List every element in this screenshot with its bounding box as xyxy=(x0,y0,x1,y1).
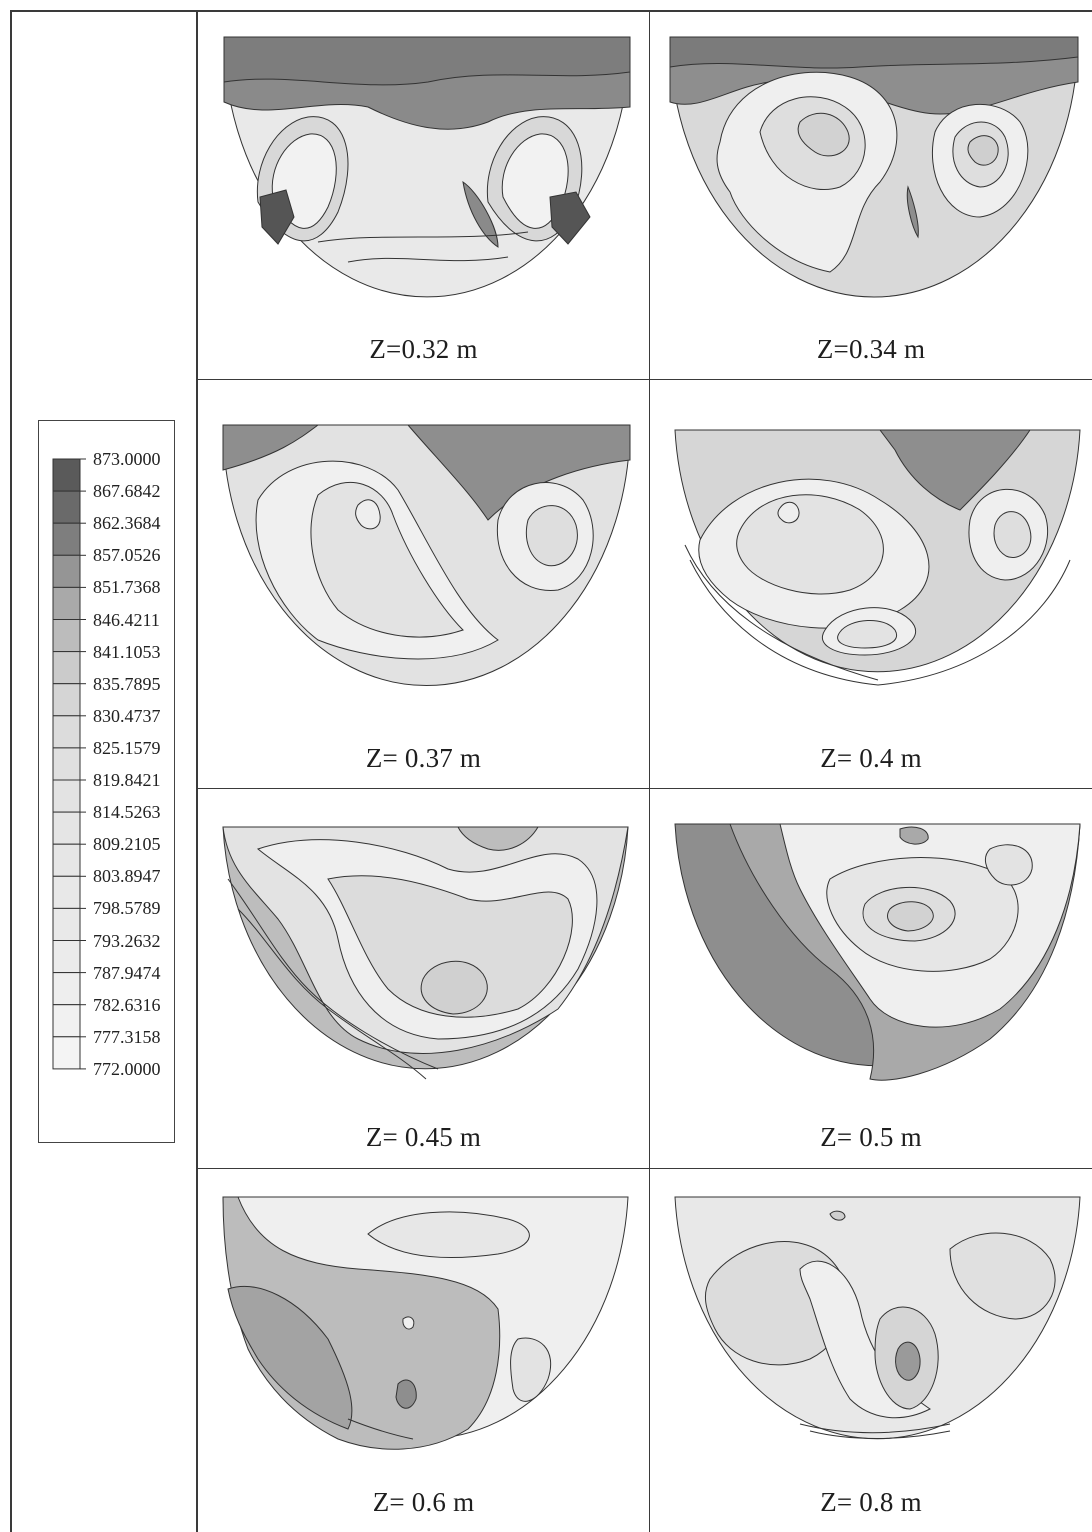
contour-plot-z05 xyxy=(674,823,1081,1081)
row-divider-1 xyxy=(196,379,1092,380)
legend-level-label: 857.0526 xyxy=(93,545,161,566)
legend-level-label: 787.9474 xyxy=(93,962,161,983)
legend-swatch xyxy=(52,747,81,781)
legend-swatch xyxy=(52,586,81,620)
contour-plot-z037 xyxy=(222,424,631,687)
legend-swatch xyxy=(52,940,81,974)
legend-swatch xyxy=(52,907,81,941)
frame-left-line xyxy=(10,10,12,1532)
legend-swatch xyxy=(52,843,81,877)
contour-plot-z04 xyxy=(674,429,1081,686)
panel-z045: Z= 0.45 m xyxy=(198,789,649,1168)
frame-top-line xyxy=(10,10,1092,12)
legend-swatch xyxy=(52,490,81,524)
row-divider-3 xyxy=(196,1168,1092,1169)
legend-level-label: 825.1579 xyxy=(93,737,161,758)
legend-level-label: 803.8947 xyxy=(93,866,161,887)
panel-caption-z037: Z= 0.37 m xyxy=(365,743,482,773)
legend-level-label: 772.0000 xyxy=(93,1058,161,1079)
panel-z04: Z= 0.4 m xyxy=(650,380,1092,788)
legend-swatch xyxy=(52,683,81,717)
contour-plot-z045 xyxy=(222,826,629,1080)
legend-level-label: 798.5789 xyxy=(93,898,161,919)
legend-swatch xyxy=(52,619,81,653)
panel-caption-z05: Z= 0.5 m xyxy=(820,1122,922,1152)
color-legend: 873.0000 867.6842 862.3684 857.0526 851.7368… xyxy=(38,420,175,1143)
legend-swatch xyxy=(52,1036,81,1070)
legend-level-label: 851.7368 xyxy=(93,577,161,598)
legend-swatch xyxy=(52,1004,81,1038)
legend-color-bar xyxy=(52,458,86,1070)
panel-column-divider xyxy=(649,10,650,1532)
panel-caption-z06: Z= 0.6 m xyxy=(372,1487,475,1517)
legend-level-label: 782.6316 xyxy=(93,994,161,1015)
legend-level-label: 819.8421 xyxy=(93,770,161,790)
legend-level-label: 867.6842 xyxy=(93,481,161,502)
panel-z05: Z= 0.5 m xyxy=(650,789,1092,1168)
panel-caption-z04: Z= 0.4 m xyxy=(820,743,922,773)
contour-plot-z032 xyxy=(223,36,631,298)
legend-swatch xyxy=(52,715,81,749)
legend-swatch xyxy=(52,779,81,813)
legend-level-label: 777.3158 xyxy=(93,1026,161,1047)
panel-caption-z08: Z= 0.8 m xyxy=(820,1487,922,1517)
legend-level-label: 814.5263 xyxy=(93,802,161,823)
contour-plot-z06 xyxy=(222,1196,629,1450)
legend-level-label: 873.0000 xyxy=(93,449,161,469)
legend-level-label: 835.7895 xyxy=(93,673,161,694)
legend-swatch xyxy=(52,651,81,685)
panel-z08: Z= 0.8 m xyxy=(650,1169,1092,1532)
legend-level-label: 830.4737 xyxy=(93,705,161,726)
legend-level-label: 862.3684 xyxy=(93,513,161,534)
panel-z06: Z= 0.6 m xyxy=(198,1169,649,1532)
legend-swatch xyxy=(52,458,81,492)
legend-level-label: 809.2105 xyxy=(93,834,161,855)
legend-level-label: 793.2632 xyxy=(93,930,161,951)
panel-z034: Z=0.34 m xyxy=(650,12,1092,379)
contour-plot-z08 xyxy=(674,1196,1081,1440)
contour-plot-z034 xyxy=(669,36,1079,298)
panel-caption-z034: Z=0.34 m xyxy=(816,334,926,364)
legend-swatch xyxy=(52,972,81,1006)
legend-level-label: 841.1053 xyxy=(93,641,161,662)
legend-swatch xyxy=(52,554,81,588)
panel-z032: Z=0.32 m xyxy=(198,12,649,379)
legend-column-divider xyxy=(196,10,198,1532)
panel-caption-z032: Z=0.32 m xyxy=(369,334,478,364)
legend-swatch xyxy=(52,811,81,845)
panel-caption-z045: Z= 0.45 m xyxy=(365,1122,482,1152)
panel-z037: Z= 0.37 m xyxy=(198,380,649,788)
legend-swatch xyxy=(52,522,81,556)
row-divider-2 xyxy=(196,788,1092,789)
legend-level-label: 846.4211 xyxy=(93,609,160,630)
legend-swatch xyxy=(52,875,81,909)
